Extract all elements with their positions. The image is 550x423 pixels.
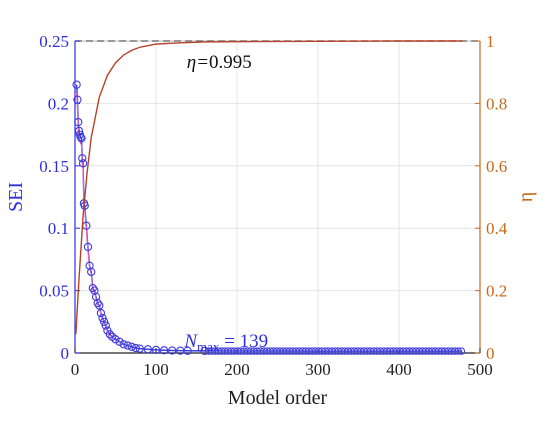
y-left-tick-label: 0 xyxy=(61,344,70,363)
sei-point xyxy=(72,80,81,89)
sei-series-line xyxy=(75,84,463,352)
x-tick-label: 500 xyxy=(467,360,493,379)
y-axis-left-title: SEI xyxy=(5,182,27,212)
sei-point xyxy=(105,330,114,339)
x-axis-title: Model order xyxy=(228,387,328,409)
y-right-tick-label: 0.4 xyxy=(486,219,508,238)
sei-point xyxy=(135,344,144,353)
sei-point xyxy=(83,242,93,252)
tick-marks xyxy=(74,40,481,354)
sei-point xyxy=(127,342,136,351)
tick-labels: 0 100 200 300 400 50000.050.10.150.20.2500.20… xyxy=(39,32,508,379)
sei-point xyxy=(101,321,110,330)
y-left-tick-label: 0.1 xyxy=(48,219,69,238)
sei-point xyxy=(151,345,161,355)
y-right-tick-label: 1 xyxy=(486,32,495,51)
x-tick-label: 100 xyxy=(143,360,169,379)
x-tick-label: 200 xyxy=(224,360,250,379)
sei-point xyxy=(74,117,83,127)
nmax-subscript: max xyxy=(197,339,220,354)
sei-point xyxy=(96,308,106,318)
sei-point xyxy=(168,346,177,355)
sei-point xyxy=(159,346,169,355)
nmax-annotation: Nmax = 139 xyxy=(183,331,268,354)
y-right-tick-label: 0.2 xyxy=(486,282,507,301)
plot-area xyxy=(74,40,481,354)
sei-point xyxy=(85,261,94,270)
y-left-tick-label: 0.05 xyxy=(39,282,69,301)
x-tick-label: 300 xyxy=(305,360,331,379)
sei-point xyxy=(457,347,466,355)
series-layer xyxy=(72,40,466,356)
eta-prefix: η= xyxy=(187,52,209,73)
x-tick-label: 400 xyxy=(386,360,412,379)
sei-point xyxy=(115,337,124,346)
grid-lines xyxy=(75,41,480,353)
sei-point xyxy=(454,347,462,355)
nmax-variable: N xyxy=(183,331,198,352)
sei-point xyxy=(143,345,153,354)
sei-point xyxy=(100,317,109,326)
eta-value: 0.995 xyxy=(209,52,252,73)
y-left-tick-label: 0.25 xyxy=(39,32,69,51)
sei-point xyxy=(73,95,82,104)
y-right-tick-label: 0.6 xyxy=(486,157,507,176)
y-right-tick-label: 0.8 xyxy=(486,94,507,113)
sei-point xyxy=(78,154,87,163)
sei-point xyxy=(93,298,102,308)
sei-point xyxy=(88,283,97,293)
y-left-tick-label: 0.15 xyxy=(39,157,69,176)
y-right-tick-label: 0 xyxy=(486,344,495,363)
sei-point xyxy=(123,341,132,350)
sei-point xyxy=(74,126,84,136)
sei-point xyxy=(77,134,86,143)
sei-point xyxy=(183,346,192,355)
nmax-value: = 139 xyxy=(219,331,268,352)
sei-fit-line xyxy=(76,92,124,346)
sei-point xyxy=(78,159,88,168)
y-axis-right-title: η xyxy=(515,192,537,202)
sei-point xyxy=(90,286,99,295)
eta-series-line xyxy=(75,40,463,335)
sei-point xyxy=(76,132,85,142)
sei-point xyxy=(98,313,107,323)
sei-point xyxy=(87,267,96,277)
x-tick-label: 0 xyxy=(71,360,80,379)
sei-point xyxy=(131,343,140,353)
eta-annotation: η=0.995 xyxy=(187,52,252,73)
sei-point xyxy=(111,335,120,344)
sei-point xyxy=(91,292,101,301)
y-left-tick-label: 0.2 xyxy=(48,94,69,113)
sei-point xyxy=(119,340,128,349)
sei-point xyxy=(95,301,104,310)
